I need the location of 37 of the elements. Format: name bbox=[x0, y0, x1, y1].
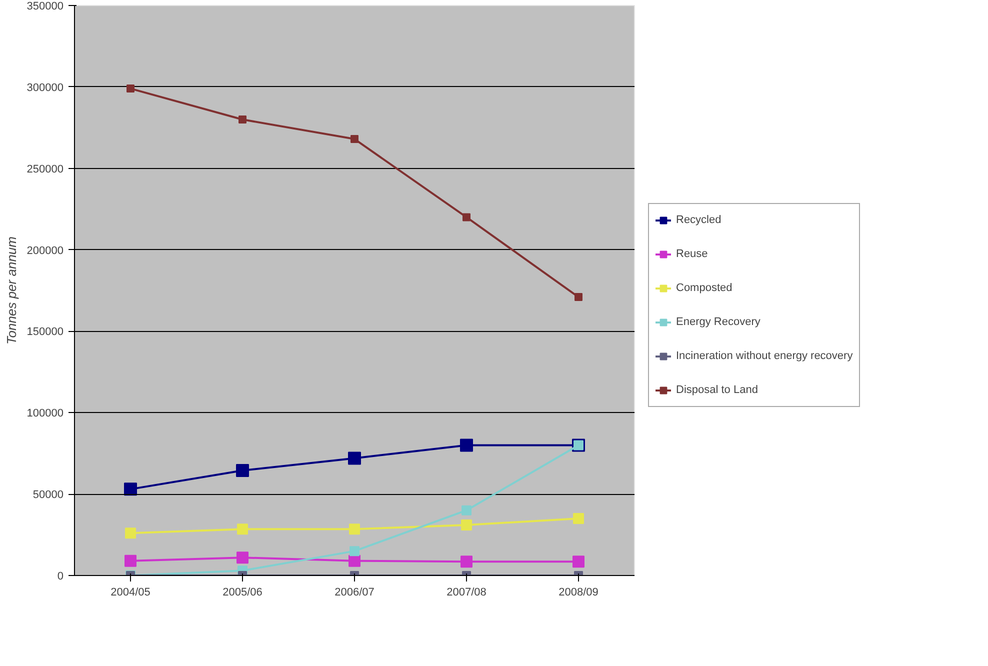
legend-label: Incineration without energy recovery bbox=[676, 350, 853, 362]
point bbox=[349, 524, 360, 535]
point bbox=[236, 552, 248, 564]
legend-label: Energy Recovery bbox=[676, 316, 760, 328]
point bbox=[124, 554, 136, 567]
point bbox=[573, 513, 584, 524]
point bbox=[237, 524, 248, 535]
point bbox=[350, 135, 358, 144]
point bbox=[460, 556, 472, 568]
x-tick-label: 2008/09 bbox=[558, 586, 598, 598]
point bbox=[462, 505, 472, 516]
x-tick-label: 2004/05 bbox=[110, 586, 150, 598]
legend-label: Composted bbox=[676, 282, 732, 294]
point bbox=[350, 546, 360, 556]
point bbox=[126, 84, 134, 93]
y-tick-label: 50000 bbox=[32, 489, 64, 502]
point bbox=[348, 554, 360, 567]
x-tick-label: 2007/08 bbox=[446, 586, 486, 598]
legend-label: Reuse bbox=[676, 248, 708, 260]
y-tick-label: 150000 bbox=[26, 326, 64, 338]
point bbox=[572, 556, 584, 568]
y-tick-label: 100000 bbox=[26, 408, 64, 420]
point bbox=[574, 293, 582, 302]
point bbox=[238, 116, 246, 124]
legend-label: Disposal to Land bbox=[676, 384, 758, 396]
y-tick-label: 200000 bbox=[26, 244, 64, 257]
point bbox=[461, 520, 472, 531]
y-tick-label: 350000 bbox=[26, 0, 64, 12]
y-tick-label: 250000 bbox=[26, 163, 64, 176]
y-tick-label: 0 bbox=[57, 570, 64, 582]
point bbox=[125, 528, 136, 539]
point bbox=[462, 213, 470, 222]
legend-label: Recycled bbox=[676, 214, 722, 226]
x-tick-label: 2006/07 bbox=[334, 586, 374, 598]
y-axis-title: Tonnes per annum bbox=[4, 236, 19, 344]
x-tick-label: 2005/06 bbox=[222, 586, 262, 598]
y-tick-label: 300000 bbox=[26, 82, 64, 94]
